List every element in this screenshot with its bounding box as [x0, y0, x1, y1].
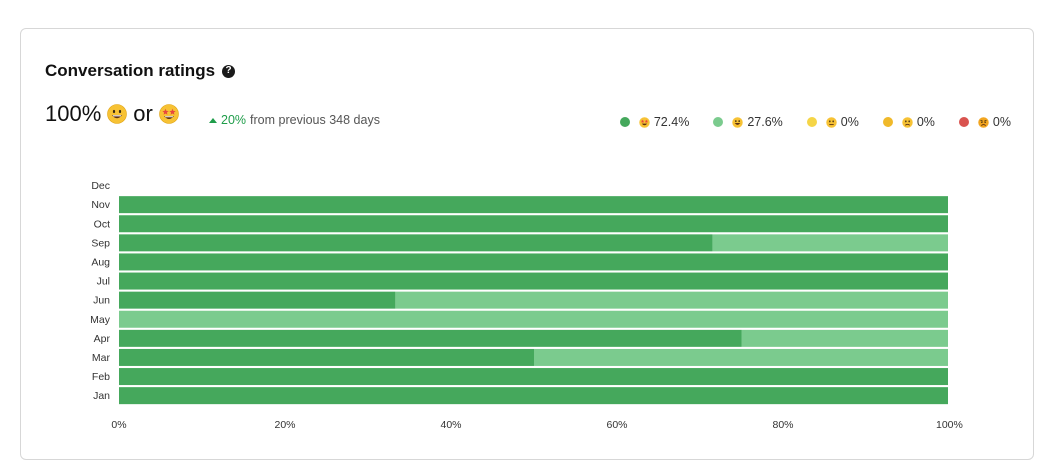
x-tick-label: 100% [936, 419, 963, 431]
bar-segment-apr-0[interactable] [119, 329, 742, 347]
legend-dot [619, 117, 630, 127]
y-tick-label: May [90, 314, 111, 326]
legend-item-angry[interactable]: 0% [958, 115, 1011, 129]
legend-dot [882, 117, 893, 127]
neutral-face-icon [826, 116, 837, 128]
bar-segment-jul-0[interactable] [119, 272, 948, 290]
y-tick-label: Nov [91, 199, 110, 211]
bar-segment-aug-0[interactable] [119, 253, 948, 271]
slightly-frowning-face-icon [902, 116, 913, 128]
bar-segment-jan-0[interactable] [119, 387, 948, 405]
legend-dot [713, 117, 724, 127]
legend-value: 0% [916, 115, 935, 129]
summary-conjunction: or [133, 101, 153, 126]
bar-segment-nov-0[interactable] [119, 196, 948, 214]
trend-indicator: 20% from previous 348 days [209, 113, 380, 127]
y-tick-label: Jul [97, 276, 110, 288]
legend-item-neutral[interactable]: 0% [806, 115, 859, 129]
summary: 100% or [45, 101, 185, 127]
bar-segment-jun-1[interactable] [395, 291, 948, 309]
card-title: Conversation ratings [45, 61, 216, 80]
bars [119, 196, 949, 405]
legend-value: 0% [992, 115, 1011, 129]
bar-segment-sep-0[interactable] [119, 234, 713, 252]
x-tick-label: 60% [606, 419, 627, 431]
star-struck-face-icon [639, 116, 650, 128]
legend-value: 72.4% [653, 115, 690, 129]
y-tick-label: Aug [91, 256, 110, 268]
legend-item-slightly-frowning[interactable]: 0% [882, 115, 935, 129]
bar-segment-may-1[interactable] [119, 310, 948, 328]
chart-legend: 72.4% 27.6% 0% [596, 115, 1011, 129]
bar-segment-jun-0[interactable] [119, 291, 396, 309]
y-tick-label: Apr [94, 333, 111, 345]
y-tick-label: Feb [92, 371, 110, 383]
grinning-face-icon [107, 104, 128, 124]
bar-segment-apr-1[interactable] [741, 329, 949, 347]
legend-dot [806, 117, 817, 127]
x-tick-label: 80% [772, 419, 793, 431]
y-axis-labels: Dec Nov Oct Sep Aug Jul Jun May Apr Mar Feb Jan [90, 180, 111, 402]
y-tick-label: Jun [93, 295, 110, 307]
legend-value: 0% [840, 115, 859, 129]
trend-up-arrow-icon [209, 117, 217, 123]
bar-segment-sep-1[interactable] [712, 234, 948, 252]
summary-percent: 100% [45, 101, 102, 126]
y-tick-label: Oct [94, 218, 110, 230]
bar-segment-mar-1[interactable] [534, 348, 948, 366]
legend-item-grinning[interactable]: 27.6% [713, 115, 783, 129]
y-tick-label: Mar [92, 352, 111, 364]
x-tick-label: 40% [440, 419, 461, 431]
trend-label: from previous 348 days [250, 113, 380, 127]
legend-dot [958, 117, 969, 127]
bar-segment-feb-0[interactable] [119, 368, 948, 386]
y-tick-label: Sep [91, 237, 110, 249]
x-axis-labels: 0% 20% 40% 60% 80% 100% [111, 419, 962, 431]
star-struck-face-icon [159, 104, 179, 124]
help-icon[interactable]: ? [222, 64, 236, 78]
y-tick-label: Jan [93, 390, 110, 402]
trend-value: 20% [221, 113, 247, 127]
y-tick-label: Dec [91, 180, 110, 192]
title-row: Conversation ratings ? [45, 61, 236, 81]
grinning-face-icon [732, 116, 744, 128]
bar-segment-mar-0[interactable] [119, 348, 534, 366]
legend-value: 27.6% [747, 115, 783, 129]
x-tick-label: 0% [111, 419, 126, 431]
angry-face-icon [978, 116, 989, 128]
legend-item-star-struck[interactable]: 72.4% [619, 115, 690, 129]
bar-segment-oct-0[interactable] [119, 215, 948, 233]
x-tick-label: 20% [274, 419, 295, 431]
